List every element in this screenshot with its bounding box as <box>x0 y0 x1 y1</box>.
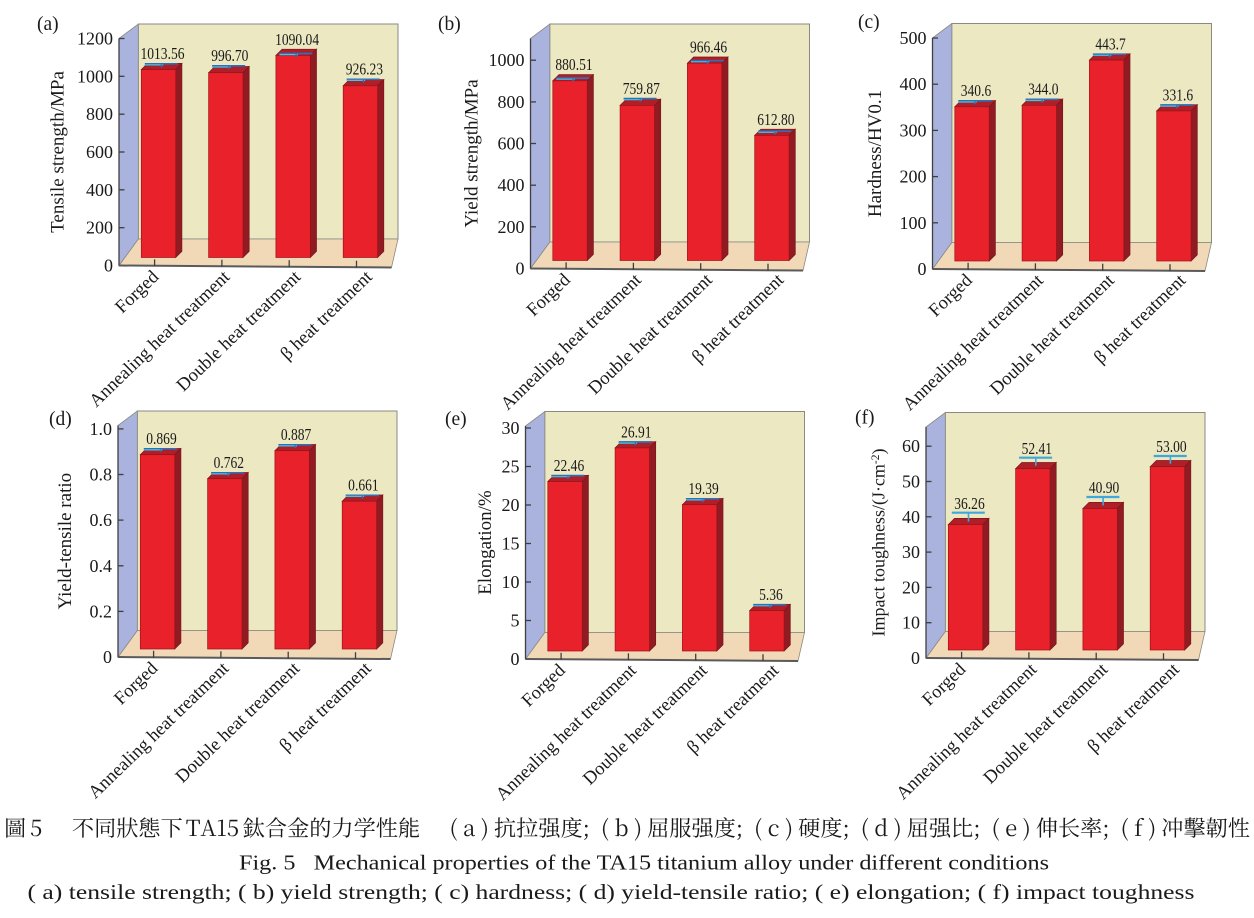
svg-text:0.6: 0.6 <box>90 510 113 530</box>
svg-text:1200: 1200 <box>77 29 113 49</box>
svg-text:( a) tensile strength; ( b): ( a) tensile strength; ( b) yield streng… <box>28 880 1195 904</box>
svg-text:500: 500 <box>900 28 927 48</box>
svg-text:30: 30 <box>502 418 520 438</box>
svg-text:Annealing heat treatment: Annealing heat treatment <box>492 660 641 805</box>
svg-text:(b): (b) <box>438 14 461 35</box>
svg-text:Forged: Forged <box>925 270 977 321</box>
svg-text:996.70: 996.70 <box>211 48 248 65</box>
svg-text:Double heat treatment: Double heat treatment <box>173 267 306 396</box>
svg-text:0.661: 0.661 <box>348 477 378 494</box>
svg-text:Yield-tensile ratio: Yield-tensile ratio <box>55 473 76 610</box>
svg-text:Impact toughness/(J·cm-2): Impact toughness/(J·cm-2) <box>869 448 890 636</box>
svg-text:5.36: 5.36 <box>759 587 783 604</box>
svg-text:0: 0 <box>511 649 520 669</box>
svg-text:0: 0 <box>516 259 525 279</box>
svg-text:0: 0 <box>103 647 112 667</box>
svg-text:443.7: 443.7 <box>1095 36 1126 53</box>
svg-text:800: 800 <box>498 92 525 112</box>
svg-text:0.762: 0.762 <box>214 455 244 472</box>
svg-text:50: 50 <box>902 472 920 492</box>
svg-text:36.26: 36.26 <box>954 496 985 513</box>
svg-text:22.46: 22.46 <box>554 458 585 475</box>
svg-text:(a): (a) <box>37 14 59 35</box>
svg-text:Tensile strength/MPa: Tensile strength/MPa <box>48 71 69 233</box>
svg-text:26.91: 26.91 <box>621 424 651 441</box>
svg-text:Double heat treatment: Double heat treatment <box>585 270 718 399</box>
svg-text:1090.04: 1090.04 <box>275 32 319 49</box>
svg-text:52.41: 52.41 <box>1022 441 1052 458</box>
svg-text:Double heat treatment: Double heat treatment <box>980 659 1113 788</box>
svg-text:300: 300 <box>900 120 927 140</box>
svg-text:Double heat treatment: Double heat treatment <box>987 270 1120 399</box>
svg-text:30: 30 <box>902 542 920 562</box>
svg-text:(d): (d) <box>49 409 72 430</box>
svg-text:0: 0 <box>911 648 920 668</box>
svg-text:20: 20 <box>502 495 520 515</box>
svg-text:Fig. 5 Mechanical properties: Fig. 5 Mechanical properties of the TA15… <box>239 851 1049 875</box>
svg-text:600: 600 <box>86 142 113 162</box>
svg-text:0: 0 <box>918 259 927 279</box>
svg-text:Annealing heat treatment: Annealing heat treatment <box>497 270 646 415</box>
svg-text:10: 10 <box>902 613 920 633</box>
svg-text:340.6: 340.6 <box>961 83 992 100</box>
svg-text:53.00: 53.00 <box>1156 439 1186 456</box>
svg-text:880.51: 880.51 <box>555 57 592 74</box>
svg-text:15: 15 <box>502 534 520 554</box>
svg-text:400: 400 <box>498 175 525 195</box>
svg-text:(e): (e) <box>445 409 467 430</box>
svg-text:Yield strength/MPa: Yield strength/MPa <box>462 79 483 228</box>
svg-text:40.90: 40.90 <box>1089 480 1119 497</box>
svg-text:40: 40 <box>902 507 920 527</box>
svg-text:20: 20 <box>902 577 920 597</box>
svg-text:0: 0 <box>104 256 113 276</box>
svg-text:1013.56: 1013.56 <box>141 46 185 63</box>
svg-text:Annealing heat treatment: Annealing heat treatment <box>899 270 1048 415</box>
svg-text:612.80: 612.80 <box>757 112 794 129</box>
svg-text:60: 60 <box>902 436 920 456</box>
svg-text:200: 200 <box>86 218 113 238</box>
svg-text:344.0: 344.0 <box>1028 82 1058 99</box>
svg-text:800: 800 <box>86 104 113 124</box>
svg-text:0.2: 0.2 <box>90 601 113 621</box>
svg-text:Forged: Forged <box>111 658 163 709</box>
svg-text:200: 200 <box>900 167 927 187</box>
svg-text:19.39: 19.39 <box>688 481 718 498</box>
svg-text:Forged: Forged <box>919 659 971 710</box>
svg-text:5: 5 <box>511 611 520 631</box>
svg-text:600: 600 <box>498 134 525 154</box>
svg-text:926.23: 926.23 <box>346 61 383 78</box>
svg-text:0.869: 0.869 <box>146 431 176 448</box>
svg-text:331.6: 331.6 <box>1163 87 1194 104</box>
svg-text:400: 400 <box>900 74 927 94</box>
svg-text:Forged: Forged <box>518 660 570 711</box>
svg-text:Hardness/HV0.1: Hardness/HV0.1 <box>865 90 886 217</box>
svg-text:Annealing heat treatment: Annealing heat treatment <box>85 658 234 803</box>
svg-text:(c): (c) <box>858 12 880 33</box>
svg-text:1000: 1000 <box>489 50 525 70</box>
svg-text:10: 10 <box>502 572 520 592</box>
svg-text:0.887: 0.887 <box>281 427 312 444</box>
svg-text:25: 25 <box>502 457 520 477</box>
svg-text:400: 400 <box>86 180 113 200</box>
svg-text:1000: 1000 <box>77 66 113 86</box>
svg-text:Double heat treatment: Double heat treatment <box>172 658 305 787</box>
svg-text:Annealing heat treatment: Annealing heat treatment <box>86 267 235 412</box>
svg-text:Elongation/%: Elongation/% <box>475 490 496 595</box>
svg-text:0.8: 0.8 <box>90 465 113 485</box>
svg-text:966.46: 966.46 <box>690 39 728 56</box>
svg-text:(f): (f) <box>855 408 874 429</box>
svg-text:Annealing heat treatment: Annealing heat treatment <box>893 659 1042 804</box>
svg-text:200: 200 <box>498 217 525 237</box>
svg-text:Double heat treatment: Double heat treatment <box>580 660 713 789</box>
svg-text:1.0: 1.0 <box>90 419 113 439</box>
svg-text:759.87: 759.87 <box>623 81 661 98</box>
svg-text:0.4: 0.4 <box>90 556 113 576</box>
svg-text:Forged: Forged <box>112 267 164 318</box>
svg-text:100: 100 <box>900 213 927 233</box>
svg-text:Forged: Forged <box>523 270 575 321</box>
